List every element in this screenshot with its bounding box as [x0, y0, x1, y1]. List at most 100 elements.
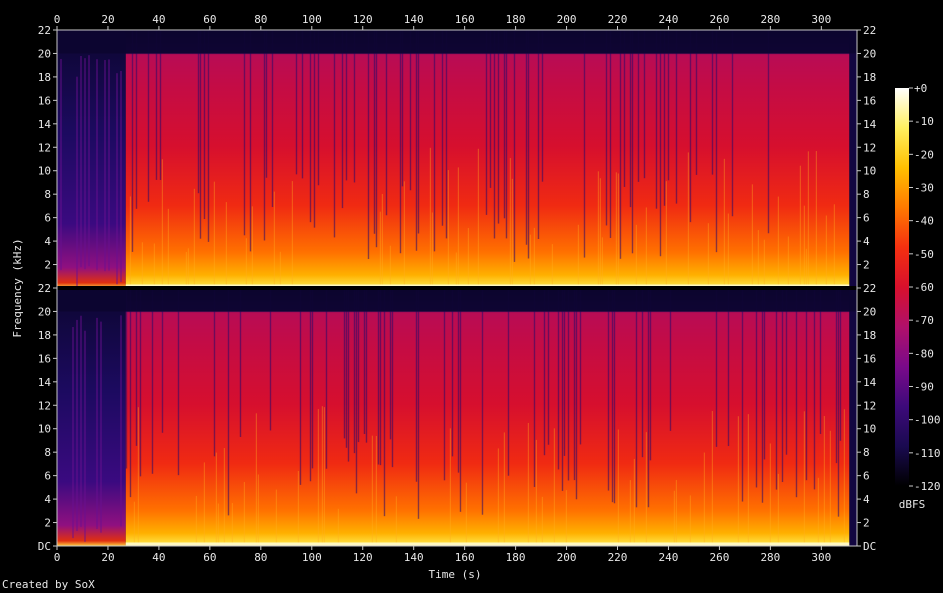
channel-1-cutoff-band — [57, 30, 857, 54]
y-tick-label-left-ch2-4: 4 — [44, 493, 51, 506]
y-tick-label-right-ch2-12: 12 — [863, 399, 876, 412]
y-tick-label-right-ch2-8: 8 — [863, 446, 870, 459]
y-tick-label-right-ch2-20: 20 — [863, 305, 876, 318]
channel-2-outro-region — [849, 288, 857, 546]
colorbar-tick-label-6: -60 — [914, 281, 934, 294]
y-tick-label-left-ch1-20: 20 — [38, 47, 51, 60]
y-tick-label-right-ch2-14: 14 — [863, 376, 877, 389]
y-tick-label-right-ch1-4: 4 — [863, 235, 870, 248]
y-tick-label-right-ch1-18: 18 — [863, 71, 876, 84]
y-tick-label-left-ch1-4: 4 — [44, 235, 51, 248]
y-tick-label-left-ch2-8: 8 — [44, 446, 51, 459]
y-tick-label-left-ch1-6: 6 — [44, 212, 51, 225]
x-tick-label-bottom-160: 160 — [455, 551, 475, 564]
x-tick-label-bottom-20: 20 — [101, 551, 114, 564]
x-tick-label-bottom-220: 220 — [608, 551, 628, 564]
x-tick-label-bottom-200: 200 — [557, 551, 577, 564]
y-tick-label-right-ch1-2: 2 — [863, 259, 870, 272]
colorbar-tick-label-1: -10 — [914, 115, 934, 128]
x-tick-label-bottom-260: 260 — [709, 551, 729, 564]
x-tick-label-bottom-0: 0 — [54, 551, 61, 564]
colorbar-scale — [895, 88, 909, 486]
x-tick-label-top-100: 100 — [302, 13, 322, 26]
y-tick-label-left-ch1-16: 16 — [38, 94, 51, 107]
x-tick-label-bottom-60: 60 — [203, 551, 216, 564]
x-tick-label-bottom-100: 100 — [302, 551, 322, 564]
channel-1-intro-region — [57, 30, 126, 288]
x-tick-label-bottom-80: 80 — [254, 551, 267, 564]
colorbar-tick-label-3: -30 — [914, 182, 934, 195]
y-tick-label-left-ch2-18: 18 — [38, 329, 51, 342]
y-tick-label-right-ch2-6: 6 — [863, 470, 870, 483]
x-tick-label-top-260: 260 — [709, 13, 729, 26]
colorbar-tick-label-8: -80 — [914, 347, 934, 360]
colorbar-tick-label-10: -100 — [914, 414, 941, 427]
x-tick-label-top-240: 240 — [659, 13, 679, 26]
y-tick-label-right-ch1-16: 16 — [863, 94, 876, 107]
spectrogram-channels — [57, 30, 857, 546]
x-tick-label-bottom-120: 120 — [353, 551, 373, 564]
x-tick-label-top-280: 280 — [760, 13, 780, 26]
y-tick-label-left-ch2-2: 2 — [44, 517, 51, 530]
channel-1-streaks — [60, 30, 835, 288]
channel-2-energy-region — [125, 288, 850, 546]
x-tick-label-top-300: 300 — [811, 13, 831, 26]
colorbar-tick-label-9: -90 — [914, 381, 934, 394]
colorbar-ticks: +0 -10 -20 -30 -40 -50 -60 -70 -80 -90 -100 -110 -12… — [909, 82, 941, 493]
colorbar-tick-label-11: -110 — [914, 447, 941, 460]
y-tick-label-right-ch2-18: 18 — [863, 329, 876, 342]
x-tick-label-top-200: 200 — [557, 13, 577, 26]
x-tick-label-bottom-40: 40 — [152, 551, 165, 564]
x-axis-label: Time (s) — [429, 568, 482, 581]
y-tick-label-left-ch1-2: 2 — [44, 259, 51, 272]
y-tick-label-right-ch1-14: 14 — [863, 118, 877, 131]
x-tick-label-top-120: 120 — [353, 13, 373, 26]
y-tick-label-left-ch1-8: 8 — [44, 188, 51, 201]
y-tick-label-right-ch1-10: 10 — [863, 165, 876, 178]
x-tick-label-bottom-300: 300 — [811, 551, 831, 564]
channel-1-outro-region — [849, 30, 857, 288]
y-tick-label-left-ch1-10: 10 — [38, 165, 51, 178]
y-tick-label-left-ch2-14: 14 — [38, 376, 52, 389]
y-tick-label-right-ch2-10: 10 — [863, 423, 876, 436]
y-tick-label-right-ch2-2: 2 — [863, 517, 870, 530]
x-tick-label-top-160: 160 — [455, 13, 475, 26]
x-tick-label-top-40: 40 — [152, 13, 165, 26]
x-tick-label-bottom-280: 280 — [760, 551, 780, 564]
channel-divider — [57, 286, 857, 290]
y-tick-label-right-ch2-16: 16 — [863, 352, 876, 365]
y-tick-label-right-ch1-6: 6 — [863, 212, 870, 225]
y-tick-label-left-ch2-22: 22 — [38, 282, 51, 295]
y-tick-label-right-ch2-4: 4 — [863, 493, 870, 506]
colorbar: +0 -10 -20 -30 -40 -50 -60 -70 -80 -90 -100 -110 -12… — [895, 82, 941, 511]
x-tick-label-top-220: 220 — [608, 13, 628, 26]
channel-2-bass-band — [125, 542, 850, 546]
y-tick-label-right-ch1-8: 8 — [863, 188, 870, 201]
x-tick-label-bottom-240: 240 — [659, 551, 679, 564]
y-tick-label-left-ch2-16: 16 — [38, 352, 51, 365]
spectrogram-axes: 0 0 20 20 40 40 60 60 80 80 100 100 120 120 140 140 160 1… — [38, 13, 877, 564]
colorbar-tick-label-12: -120 — [914, 480, 941, 493]
colorbar-tick-label-0: +0 — [914, 82, 927, 95]
x-tick-label-top-0: 0 — [54, 13, 61, 26]
x-tick-label-top-60: 60 — [203, 13, 216, 26]
x-tick-label-top-180: 180 — [506, 13, 526, 26]
colorbar-tick-label-4: -40 — [914, 215, 934, 228]
y-tick-label-right-ch2-0: DC — [863, 540, 876, 553]
y-tick-label-left-ch2-6: 6 — [44, 470, 51, 483]
credit-text: Created by SoX — [2, 578, 95, 591]
x-tick-label-top-140: 140 — [404, 13, 424, 26]
y-tick-label-right-ch1-12: 12 — [863, 141, 876, 154]
colorbar-tick-label-7: -70 — [914, 314, 934, 327]
y-tick-label-left-ch1-12: 12 — [38, 141, 51, 154]
channel-1-energy-region — [125, 30, 850, 288]
x-tick-label-bottom-180: 180 — [506, 551, 526, 564]
colorbar-tick-label-2: -20 — [914, 148, 934, 161]
channel-2-cutoff-band — [57, 288, 857, 312]
y-tick-label-left-ch2-10: 10 — [38, 423, 51, 436]
channel-1-panel — [57, 30, 857, 288]
colorbar-label: dBFS — [899, 498, 926, 511]
y-axis-label: Frequency (kHz) — [11, 238, 24, 337]
y-tick-label-left-ch1-14: 14 — [38, 118, 52, 131]
